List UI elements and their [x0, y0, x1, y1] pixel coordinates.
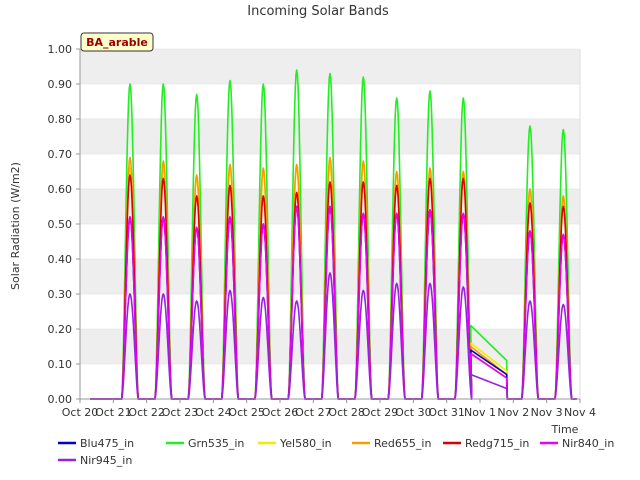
legend-label: Red655_in — [374, 437, 431, 450]
legend-item-nir840_in: Nir840_in — [540, 437, 614, 450]
legend-label: Yel580_in — [279, 437, 332, 450]
y-tick-label: 0.90 — [48, 78, 73, 91]
chart-title: Incoming Solar Bands — [247, 4, 389, 19]
x-tick-label: Oct 31 — [428, 406, 465, 419]
x-tick-label: Nov 2 — [497, 406, 529, 419]
x-tick-label: Oct 24 — [195, 406, 232, 419]
legend-item-red655_in: Red655_in — [352, 437, 431, 450]
grid-band — [80, 329, 580, 364]
y-tick-label: 0.70 — [48, 148, 73, 161]
x-tick-label: Oct 25 — [228, 406, 265, 419]
y-tick-label: 0.80 — [48, 113, 73, 126]
legend-item-blu475_in: Blu475_in — [58, 437, 134, 450]
legend: Blu475_in Grn535_in Yel580_in Red655_in Redg… — [58, 437, 614, 467]
x-tick-label: Oct 28 — [328, 406, 365, 419]
y-tick-label: 0.50 — [48, 218, 73, 231]
y-tick-label: 0.40 — [48, 253, 73, 266]
x-tick-label: Nov 1 — [464, 406, 496, 419]
station-badge-text: BA_arable — [86, 36, 148, 49]
x-tick-label: Oct 23 — [162, 406, 199, 419]
legend-item-redg715_in: Redg715_in — [443, 437, 529, 450]
grid-band — [80, 259, 580, 294]
series-line-nir945_in — [90, 272, 577, 400]
grid-band — [80, 119, 580, 154]
legend-item-nir945_in: Nir945_in — [58, 454, 132, 467]
legend-label: Grn535_in — [188, 437, 244, 450]
series-lines — [90, 69, 577, 400]
x-axis-label: Time — [551, 423, 579, 436]
legend-item-grn535_in: Grn535_in — [166, 437, 244, 450]
y-tick-label: 0.00 — [48, 393, 73, 406]
legend-label: Blu475_in — [80, 437, 134, 450]
x-tick-label: Oct 22 — [128, 406, 165, 419]
legend-label: Nir840_in — [562, 437, 614, 450]
legend-label: Redg715_in — [465, 437, 529, 450]
x-tick-label: Oct 20 — [62, 406, 99, 419]
y-axis-label: Solar Radiation (W/m2) — [9, 162, 22, 290]
y-tick-label: 0.20 — [48, 323, 73, 336]
x-tick-label: Nov 4 — [564, 406, 596, 419]
legend-label: Nir945_in — [80, 454, 132, 467]
y-tick-label: 0.60 — [48, 183, 73, 196]
y-tick-labels: 0.00 0.10 0.20 0.30 0.40 0.50 0.60 0.70 0.80 0.90… — [48, 43, 80, 406]
y-tick-label: 0.10 — [48, 358, 73, 371]
x-tick-label: Oct 26 — [262, 406, 299, 419]
x-tick-label: Oct 27 — [295, 406, 332, 419]
x-tick-label: Nov 3 — [531, 406, 563, 419]
x-tick-label: Oct 29 — [362, 406, 399, 419]
station-badge: BA_arable — [80, 32, 154, 52]
y-tick-label: 0.30 — [48, 288, 73, 301]
y-tick-label: 1.00 — [48, 43, 73, 56]
x-tick-label: Oct 30 — [395, 406, 432, 419]
legend-item-yel580_in: Yel580_in — [258, 437, 332, 450]
x-tick-label: Oct 21 — [95, 406, 132, 419]
